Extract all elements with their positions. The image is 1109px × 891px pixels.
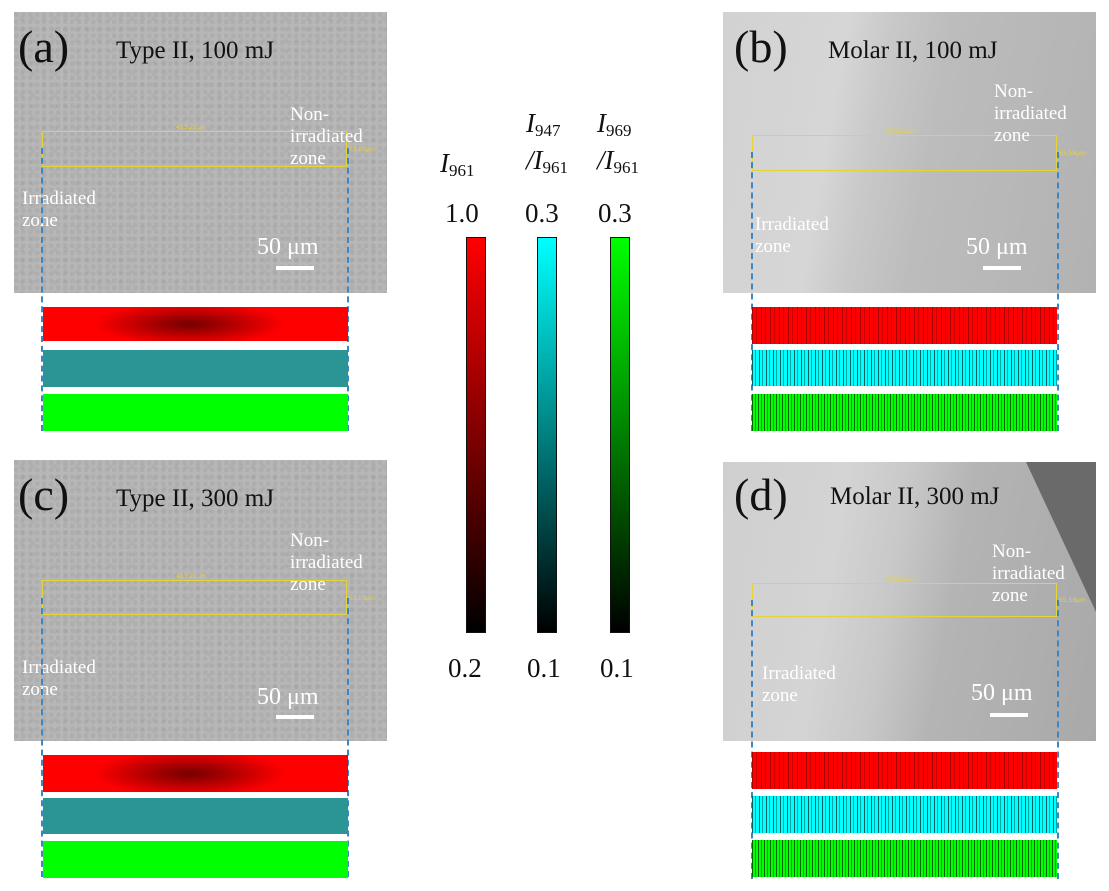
guide-line-right-b (1057, 152, 1059, 431)
panel-title-d: Molar II, 300 mJ (830, 483, 1000, 510)
scale-label-d: 50 μm (971, 680, 1033, 706)
zone-irradiated-b: Irradiated zone (755, 214, 829, 257)
map-i961-d (752, 752, 1057, 789)
panel-title-a: Type II, 100 mJ (116, 37, 274, 64)
guide-line-left-b (751, 152, 753, 431)
colorbar-max-i961: 1.0 (445, 198, 479, 228)
zone-irradiated-d: Irradiated zone (762, 663, 836, 706)
colorbar-min-i961: 0.2 (448, 653, 482, 683)
scale-label-c: 50 μm (257, 684, 319, 710)
colorbar-min-i969: 0.1 (600, 653, 634, 683)
micrograph-d (723, 462, 1096, 741)
roi-height-label-b: 65.58μm (1059, 150, 1086, 157)
scale-label-a: 50 μm (257, 234, 319, 260)
guide-line-left-c (41, 598, 43, 877)
micrograph-b (723, 12, 1096, 293)
micrograph-c (14, 460, 387, 741)
map-i961-c (43, 755, 348, 792)
scale-bar-b (983, 266, 1021, 270)
scale-bar-d (990, 713, 1028, 717)
roi-width-label-b: 413.21μm (886, 128, 917, 135)
panel-title-c: Type II, 300 mJ (116, 485, 274, 512)
colorbar-max-i969: 0.3 (598, 198, 632, 228)
colorbar-i947 (537, 237, 557, 633)
colorbar-title-i961: I961 (440, 148, 475, 180)
map-i969-a (43, 394, 348, 431)
scale-label-b: 50 μm (966, 234, 1028, 260)
guide-line-left-a (41, 148, 43, 431)
zone-non-irradiated-c: Non-irradiated zone (290, 530, 363, 595)
zone-non-irradiated-d: Non-irradiated zone (992, 541, 1065, 606)
map-i969-d (752, 840, 1057, 877)
panel-label-c: (c) (18, 469, 70, 520)
zone-irradiated-a: Irradiated zone (22, 188, 96, 231)
micrograph-a (14, 12, 387, 293)
colorbar-title-i969: I969 /I961 (597, 108, 639, 177)
scale-bar-a (276, 266, 314, 270)
zone-irradiated-c: Irradiated zone (22, 657, 96, 700)
colorbar-max-i947: 0.3 (525, 198, 559, 228)
colorbar-i961 (466, 237, 486, 633)
roi-height-label-d: 65.58μm (1059, 597, 1086, 604)
scale-bar-c (276, 715, 314, 719)
panel-label-b: (b) (734, 21, 788, 72)
map-i969-c (43, 841, 348, 878)
panel-label-d: (d) (734, 469, 788, 520)
roi-height-label-a: 65.60μm (349, 146, 376, 153)
guide-line-left-d (751, 600, 753, 879)
colorbar-title-i947: I947 /I961 (526, 108, 568, 177)
map-i947-a (43, 350, 348, 387)
guide-line-right-d (1057, 600, 1059, 879)
zone-non-irradiated-a: Non-irradiated zone (290, 104, 363, 169)
colorbar-i969 (610, 237, 630, 633)
map-i947-d (752, 796, 1057, 833)
map-i969-b (752, 394, 1057, 431)
guide-line-right-c (347, 598, 349, 877)
roi-width-label-a: 413.21μm (176, 124, 207, 131)
zone-non-irradiated-b: Non-irradiated zone (994, 81, 1067, 146)
colorbar-min-i947: 0.1 (527, 653, 561, 683)
map-i961-b (752, 307, 1057, 344)
roi-height-label-c: 65.58μm (349, 595, 376, 602)
dark-corner (1026, 462, 1096, 612)
panel-title-b: Molar II, 100 mJ (828, 37, 998, 64)
roi-width-label-c: 413.21μm (176, 573, 207, 580)
map-i961-a (43, 307, 348, 341)
panel-label-a: (a) (18, 21, 70, 72)
guide-line-right-a (347, 148, 349, 431)
roi-width-label-d: 413.21μm (886, 576, 917, 583)
roi-box-c (42, 580, 347, 615)
map-i947-c (43, 798, 348, 834)
map-i947-b (752, 350, 1057, 386)
